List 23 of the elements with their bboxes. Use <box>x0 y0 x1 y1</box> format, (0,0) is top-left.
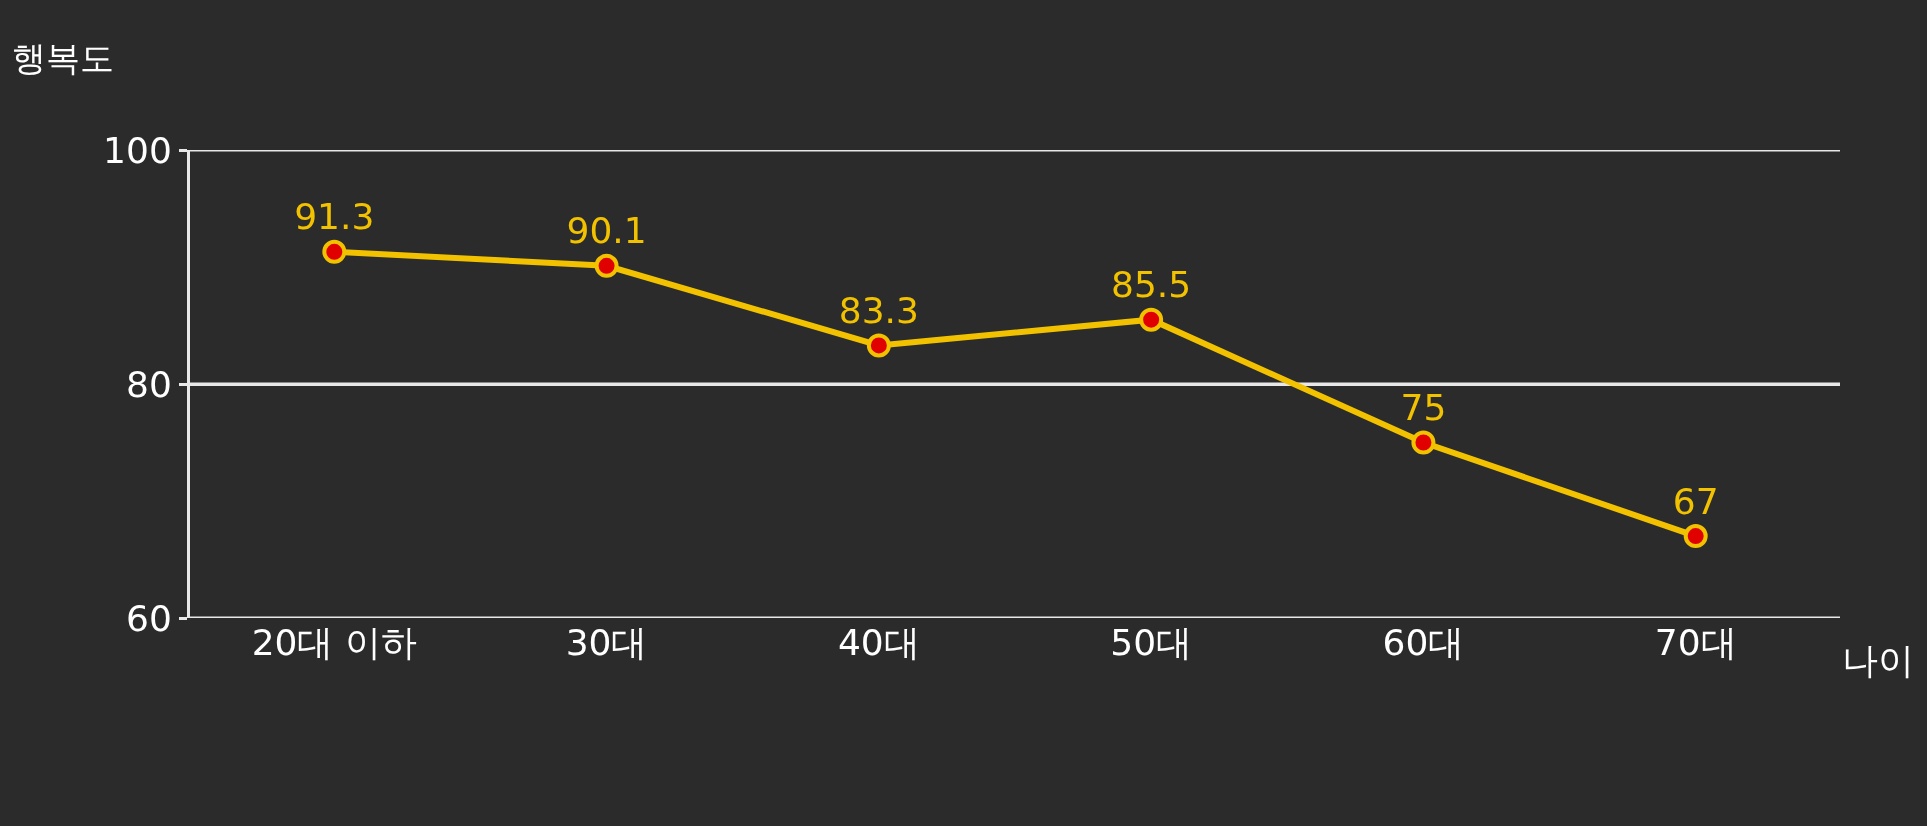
point <box>1683 524 1708 549</box>
x-tick-label: 70대 <box>1654 622 1737 663</box>
data-label: 91.3 <box>294 196 375 238</box>
point <box>866 333 891 358</box>
point <box>1139 307 1164 332</box>
point <box>594 253 619 278</box>
y-axis-title: 행복도 <box>12 38 114 78</box>
x-axis-title: 나이 <box>1842 640 1914 681</box>
x-tick-label: 20대 이하 <box>251 622 417 663</box>
y-tick-label: 60 <box>125 597 172 639</box>
x-tick-label: 30대 <box>565 622 648 663</box>
point <box>1411 430 1436 455</box>
point <box>322 239 347 264</box>
data-label: 83.3 <box>838 289 919 331</box>
x-tick-label: 40대 <box>837 622 920 663</box>
y-tick-label: 80 <box>125 363 172 405</box>
data-label: 67 <box>1672 480 1719 522</box>
y-tick-label: 100 <box>103 129 172 171</box>
data-label: 90.1 <box>566 210 647 252</box>
x-tick-label: 60대 <box>1382 622 1465 663</box>
data-label: 85.5 <box>1111 264 1192 306</box>
data-label: 75 <box>1400 387 1447 428</box>
x-tick-label: 50대 <box>1110 622 1193 663</box>
